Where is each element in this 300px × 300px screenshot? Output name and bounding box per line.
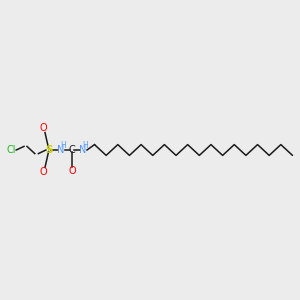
- Text: O: O: [40, 123, 48, 134]
- Text: O: O: [40, 167, 48, 177]
- Text: Cl: Cl: [7, 145, 16, 155]
- Text: O: O: [68, 166, 76, 176]
- Text: C: C: [69, 145, 75, 155]
- Text: N: N: [79, 145, 86, 155]
- Text: S: S: [45, 145, 52, 155]
- Text: H: H: [61, 141, 67, 150]
- Text: H: H: [82, 141, 88, 150]
- Text: N: N: [57, 145, 64, 155]
